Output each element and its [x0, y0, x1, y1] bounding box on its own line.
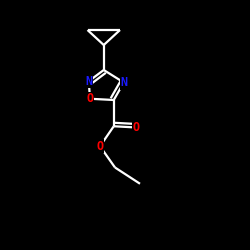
Text: O: O	[86, 92, 94, 105]
Text: O: O	[133, 121, 140, 134]
Text: O: O	[96, 140, 103, 153]
Text: N: N	[85, 75, 92, 88]
Text: N: N	[120, 76, 127, 89]
